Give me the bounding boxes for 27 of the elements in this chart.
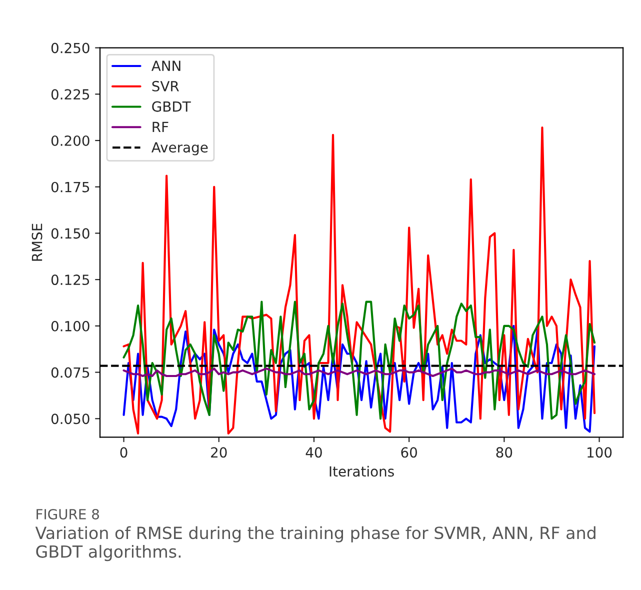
legend-label: SVR: [152, 80, 179, 92]
y-tick-label: 0.225: [51, 89, 90, 100]
y-tick-label: 0.175: [51, 182, 90, 192]
x-tick-label: 80: [496, 447, 512, 458]
y-tick-label: 0.125: [51, 274, 90, 286]
y-tick-label: 0.050: [51, 414, 90, 424]
text: Variation of RMSE during the training phase for SVMR, ANN, RF and GBDT algorithms.: [35, 526, 596, 562]
x-tick-label: 100: [588, 447, 612, 458]
legend-label: RF: [152, 122, 168, 132]
legend-label: GBDT: [152, 101, 191, 112]
caption: FIGURE 8: [36, 508, 99, 520]
y-axis-title: RMSE: [32, 224, 42, 261]
y-tick-label: 0.200: [51, 135, 90, 146]
y-tick-label: 0.100: [51, 320, 90, 332]
line-series: [122, 300, 596, 420]
legend-label: ANN: [151, 60, 180, 71]
y-tick-label: 0.250: [51, 42, 90, 54]
legend-label: Average: [151, 142, 208, 156]
y-tick-label: 0.075: [51, 367, 90, 378]
y-tick-label: 0.150: [51, 228, 90, 239]
x-tick-label: 60: [401, 447, 417, 458]
x-tick-label: 0: [120, 447, 128, 458]
line-series: [122, 324, 596, 433]
line-series: [122, 368, 596, 378]
x-tick-label: 40: [306, 447, 322, 458]
x-tick-label: 20: [211, 447, 227, 458]
x-axis-title: Iterations: [330, 466, 394, 477]
